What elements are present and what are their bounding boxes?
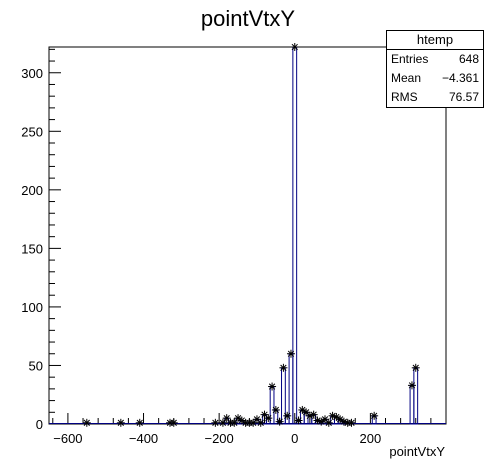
data-marker — [222, 414, 231, 423]
data-marker — [218, 418, 227, 427]
data-marker — [305, 411, 314, 420]
histogram-bar — [413, 367, 419, 425]
y-tick-label: 200 — [21, 183, 43, 198]
data-marker — [290, 43, 299, 51]
data-marker — [230, 418, 239, 427]
y-tick-label: 300 — [21, 66, 43, 81]
stats-value: 76.57 — [448, 90, 479, 104]
data-marker — [294, 416, 303, 425]
x-axis: −600 −400 −200 0 200 — [52, 413, 447, 446]
histogram-bar — [292, 46, 298, 425]
stats-label: Entries — [391, 52, 429, 66]
data-marker — [286, 349, 295, 358]
data-marker — [264, 414, 273, 423]
stats-row-rms: RMS 76.57 — [387, 88, 483, 107]
x-tick-label: −200 — [204, 431, 233, 446]
x-tick-label: 200 — [360, 431, 382, 446]
y-tick-label: 250 — [21, 124, 43, 139]
stats-value: −4.361 — [441, 71, 479, 85]
data-marker — [268, 382, 277, 391]
data-marker — [324, 418, 333, 427]
x-tick-label: 0 — [291, 431, 298, 446]
stats-row-entries: Entries 648 — [387, 50, 483, 69]
data-marker — [256, 418, 265, 427]
data-marker — [370, 411, 379, 420]
data-marker — [82, 418, 91, 427]
data-marker — [313, 416, 322, 425]
data-marker — [283, 411, 292, 420]
x-axis-label: pointVtxY — [389, 444, 445, 459]
data-marker — [275, 417, 284, 426]
data-marker — [271, 405, 280, 414]
stats-box: htemp Entries 648 Mean −4.361 RMS 76.57 — [386, 30, 484, 108]
data-marker — [169, 418, 178, 427]
data-marker — [279, 363, 288, 372]
data-marker — [116, 418, 125, 427]
stats-label: RMS — [391, 90, 418, 104]
y-tick-label: 150 — [21, 241, 43, 256]
y-axis: 0 50 100 150 200 250 300 — [21, 48, 61, 432]
data-marker — [328, 411, 337, 420]
y-tick-label: 100 — [21, 300, 43, 315]
stats-label: Mean — [391, 71, 422, 85]
y-tick-label: 0 — [36, 417, 43, 432]
data-marker — [309, 410, 318, 419]
data-marker — [211, 418, 220, 427]
data-marker — [411, 363, 420, 372]
data-markers — [82, 43, 420, 427]
stats-value: 648 — [458, 52, 479, 66]
data-marker — [135, 418, 144, 427]
histogram-bar — [409, 384, 415, 425]
stats-row-mean: Mean −4.361 — [387, 69, 483, 88]
x-tick-label: −600 — [53, 431, 82, 446]
x-tick-label: −400 — [129, 431, 158, 446]
stats-title: htemp — [387, 31, 483, 50]
chart-title: pointVtxY — [201, 6, 295, 31]
data-marker — [407, 381, 416, 390]
y-tick-label: 50 — [29, 358, 43, 373]
data-marker — [347, 418, 356, 427]
